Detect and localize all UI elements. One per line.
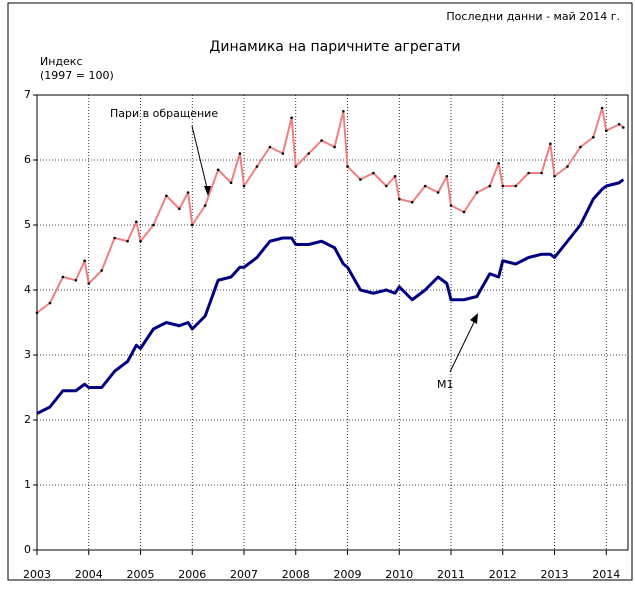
point-marker bbox=[48, 301, 52, 305]
point-marker bbox=[87, 282, 91, 285]
point-marker bbox=[372, 171, 375, 175]
y-tick-label: 7 bbox=[24, 88, 31, 101]
point-marker bbox=[617, 122, 621, 126]
series-label: М1 bbox=[437, 378, 454, 391]
point-marker bbox=[410, 200, 414, 204]
point-marker bbox=[135, 220, 138, 224]
x-tick-label: 2006 bbox=[178, 568, 206, 581]
point-marker bbox=[579, 145, 582, 149]
point-marker bbox=[622, 126, 625, 129]
point-marker bbox=[229, 181, 233, 185]
x-tick-label: 2007 bbox=[230, 568, 258, 581]
point-marker bbox=[342, 109, 345, 113]
plot-area bbox=[36, 94, 629, 551]
y-tick-label: 6 bbox=[24, 153, 31, 166]
point-marker bbox=[397, 197, 401, 201]
point-marker bbox=[113, 236, 116, 240]
point-marker bbox=[488, 184, 492, 188]
point-marker bbox=[549, 142, 552, 146]
x-tick-label: 2004 bbox=[75, 568, 103, 581]
point-marker bbox=[604, 129, 608, 133]
point-marker bbox=[423, 184, 427, 188]
point-marker bbox=[290, 116, 293, 120]
point-marker bbox=[100, 269, 103, 272]
annotation-arrow bbox=[449, 317, 477, 373]
point-marker bbox=[393, 174, 397, 178]
point-marker bbox=[268, 145, 272, 149]
point-marker bbox=[475, 191, 479, 194]
subtitle: Последни данни - май 2014 г. bbox=[446, 10, 620, 23]
point-marker bbox=[514, 184, 517, 188]
point-marker bbox=[307, 152, 310, 155]
x-tick-label: 2011 bbox=[437, 568, 465, 581]
x-tick-label: 2010 bbox=[385, 568, 413, 581]
series-line bbox=[36, 178, 625, 415]
point-marker bbox=[178, 207, 181, 211]
point-marker bbox=[255, 165, 259, 168]
y-axis-label: Индекс bbox=[40, 55, 83, 68]
point-marker bbox=[83, 259, 86, 263]
point-marker bbox=[126, 239, 129, 243]
point-marker bbox=[501, 184, 505, 188]
point-marker bbox=[462, 210, 466, 214]
point-marker bbox=[139, 239, 142, 243]
y-tick-label: 5 bbox=[24, 218, 31, 231]
point-marker bbox=[449, 204, 453, 207]
x-tick-label: 2012 bbox=[489, 568, 517, 581]
point-marker bbox=[592, 135, 595, 139]
arrow-head bbox=[204, 186, 211, 196]
point-marker bbox=[385, 184, 388, 188]
x-tick-label: 2005 bbox=[127, 568, 155, 581]
point-marker bbox=[445, 174, 449, 178]
point-marker bbox=[74, 278, 78, 282]
x-tick-label: 2009 bbox=[334, 568, 362, 581]
y-tick-label: 0 bbox=[24, 543, 31, 556]
point-marker bbox=[540, 171, 543, 175]
point-marker bbox=[320, 139, 323, 142]
point-marker bbox=[152, 223, 155, 227]
point-marker bbox=[238, 152, 242, 155]
point-marker bbox=[216, 168, 220, 172]
x-tick-label: 2014 bbox=[592, 568, 620, 581]
point-marker bbox=[497, 161, 500, 165]
annotation-arrow bbox=[191, 125, 209, 193]
point-marker bbox=[527, 171, 530, 175]
y-tick-label: 3 bbox=[24, 348, 31, 361]
x-tick-label: 2008 bbox=[282, 568, 310, 581]
point-marker bbox=[35, 311, 39, 315]
point-marker bbox=[566, 165, 569, 168]
point-marker bbox=[281, 152, 285, 155]
point-marker bbox=[553, 174, 556, 178]
y-axis-label: (1997 = 100) bbox=[40, 69, 114, 82]
point-marker bbox=[61, 275, 65, 279]
point-marker bbox=[186, 191, 190, 194]
x-tick-label: 2003 bbox=[23, 568, 51, 581]
y-tick-label: 1 bbox=[24, 478, 31, 491]
frame bbox=[7, 2, 633, 581]
arrow-head bbox=[470, 313, 478, 324]
point-marker bbox=[333, 145, 336, 149]
y-tick-label: 2 bbox=[24, 413, 31, 426]
x-tick-label: 2013 bbox=[541, 568, 569, 581]
y-tick-label: 4 bbox=[24, 283, 31, 296]
point-marker bbox=[203, 204, 207, 207]
point-marker bbox=[190, 223, 194, 227]
point-marker bbox=[242, 184, 246, 188]
point-marker bbox=[359, 178, 362, 181]
point-marker bbox=[436, 191, 440, 194]
point-marker bbox=[600, 106, 604, 110]
series-line bbox=[36, 107, 624, 314]
chart-title: Динамика на паричните агрегати bbox=[209, 39, 460, 55]
series-label: Пари в обращение bbox=[110, 107, 218, 120]
point-marker bbox=[294, 165, 298, 168]
point-marker bbox=[346, 165, 349, 168]
point-marker bbox=[165, 194, 168, 198]
